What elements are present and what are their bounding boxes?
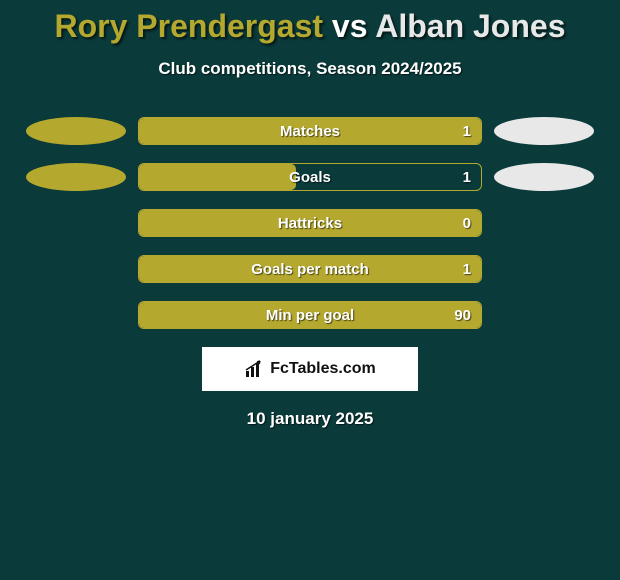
stat-label: Min per goal [139,302,481,328]
stat-row: Hattricks0 [0,209,620,237]
pill-spacer [26,301,126,329]
stat-bar: Goals1 [138,163,482,191]
left-pill [26,163,126,191]
stat-value: 1 [463,164,471,190]
stat-value: 0 [463,210,471,236]
brand-text: FcTables.com [270,360,376,378]
stat-row: Goals per match1 [0,255,620,283]
pill-spacer [494,255,594,283]
stat-value: 1 [463,256,471,282]
stat-bar: Matches1 [138,117,482,145]
brand-box: FcTables.com [202,347,418,391]
stat-bar: Min per goal90 [138,301,482,329]
stat-label: Goals per match [139,256,481,282]
pill-spacer [26,209,126,237]
stat-bar: Goals per match1 [138,255,482,283]
player2-name: Alban Jones [375,8,565,44]
stat-value: 1 [463,118,471,144]
competition-subtitle: Club competitions, Season 2024/2025 [0,59,620,79]
stat-label: Hattricks [139,210,481,236]
right-pill [494,163,594,191]
stat-bar: Hattricks0 [138,209,482,237]
pill-spacer [494,209,594,237]
stat-value: 90 [454,302,471,328]
stat-row: Min per goal90 [0,301,620,329]
player1-name: Rory Prendergast [55,8,324,44]
right-pill [494,117,594,145]
stat-label: Goals [139,164,481,190]
snapshot-date: 10 january 2025 [0,409,620,429]
pill-spacer [494,301,594,329]
stat-row: Matches1 [0,117,620,145]
comparison-title: Rory Prendergast vs Alban Jones [0,0,620,45]
bars-icon [244,360,266,378]
stat-label: Matches [139,118,481,144]
stat-row: Goals1 [0,163,620,191]
vs-text: vs [323,8,375,44]
left-pill [26,117,126,145]
pill-spacer [26,255,126,283]
stats-rows: Matches1Goals1Hattricks0Goals per match1… [0,117,620,329]
